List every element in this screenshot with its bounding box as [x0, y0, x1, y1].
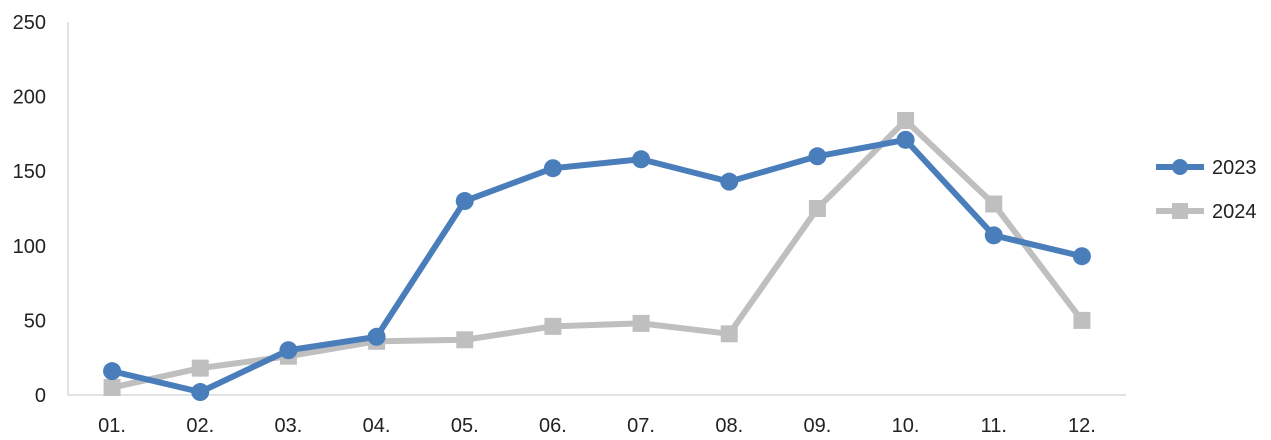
data-point-2023: [191, 383, 210, 402]
x-axis-ticks: 01. 02. 03. 04. 05. 06. 07. 08. 09. 10. 11. 12.: [98, 415, 1096, 437]
data-point-2024: [191, 359, 209, 377]
data-point-2023: [896, 130, 915, 149]
legend-marker: [1172, 159, 1188, 175]
series-2023: [103, 130, 1091, 402]
series-line-2024: [109, 117, 1085, 391]
x-tick-label: 02.: [186, 415, 214, 437]
data-point-2023: [279, 341, 298, 360]
data-point-2023: [367, 327, 386, 346]
legend-label: 2023: [1212, 157, 1257, 179]
series-layer: [103, 111, 1091, 402]
data-point-2024: [985, 195, 1003, 213]
x-tick-label: 05.: [451, 415, 479, 437]
x-tick-label: 01.: [98, 415, 126, 437]
y-tick-label: 50: [24, 310, 46, 332]
y-tick-label: 250: [13, 12, 46, 34]
data-point-2024: [632, 314, 650, 332]
legend-marker: [1172, 203, 1188, 219]
data-point-2023: [455, 192, 474, 211]
data-point-2023: [808, 147, 827, 166]
x-tick-label: 04.: [363, 415, 391, 437]
x-tick-label: 09.: [804, 415, 832, 437]
y-tick-label: 150: [13, 161, 46, 183]
y-tick-label: 0: [35, 385, 46, 407]
series-line-2023: [109, 136, 1085, 396]
x-tick-label: 11.: [981, 415, 1007, 437]
data-point-2024: [456, 331, 474, 349]
x-tick-label: 07.: [627, 415, 655, 437]
data-point-2023: [1072, 247, 1091, 266]
chart-axes: [67, 22, 1126, 396]
x-tick-label: 03.: [275, 415, 303, 437]
data-point-2023: [543, 159, 562, 178]
data-point-2024: [720, 325, 738, 343]
chart-legend: 2023 2024: [1156, 157, 1257, 223]
data-point-2024: [544, 317, 562, 335]
data-point-2023: [103, 362, 122, 381]
x-tick-label: 10.: [892, 415, 920, 437]
legend-label: 2024: [1212, 201, 1257, 223]
data-point-2023: [720, 172, 739, 191]
data-point-2024: [1073, 311, 1091, 329]
y-tick-label: 200: [13, 87, 46, 109]
x-tick-label: 08.: [715, 415, 743, 437]
legend-item-2023: 2023: [1156, 157, 1257, 179]
data-point-2024: [808, 200, 826, 217]
x-tick-label: 12.: [1068, 415, 1096, 437]
data-point-2024: [103, 379, 121, 397]
data-point-2023: [632, 150, 651, 169]
x-tick-label: 06.: [539, 415, 567, 437]
data-point-2024: [897, 111, 915, 129]
legend-item-2024: 2024: [1156, 201, 1257, 223]
series-2024: [103, 111, 1091, 397]
y-tick-label: 100: [13, 236, 46, 258]
y-axis-ticks: 0 50 100 150 200 250: [13, 12, 46, 407]
data-point-2023: [984, 226, 1003, 245]
